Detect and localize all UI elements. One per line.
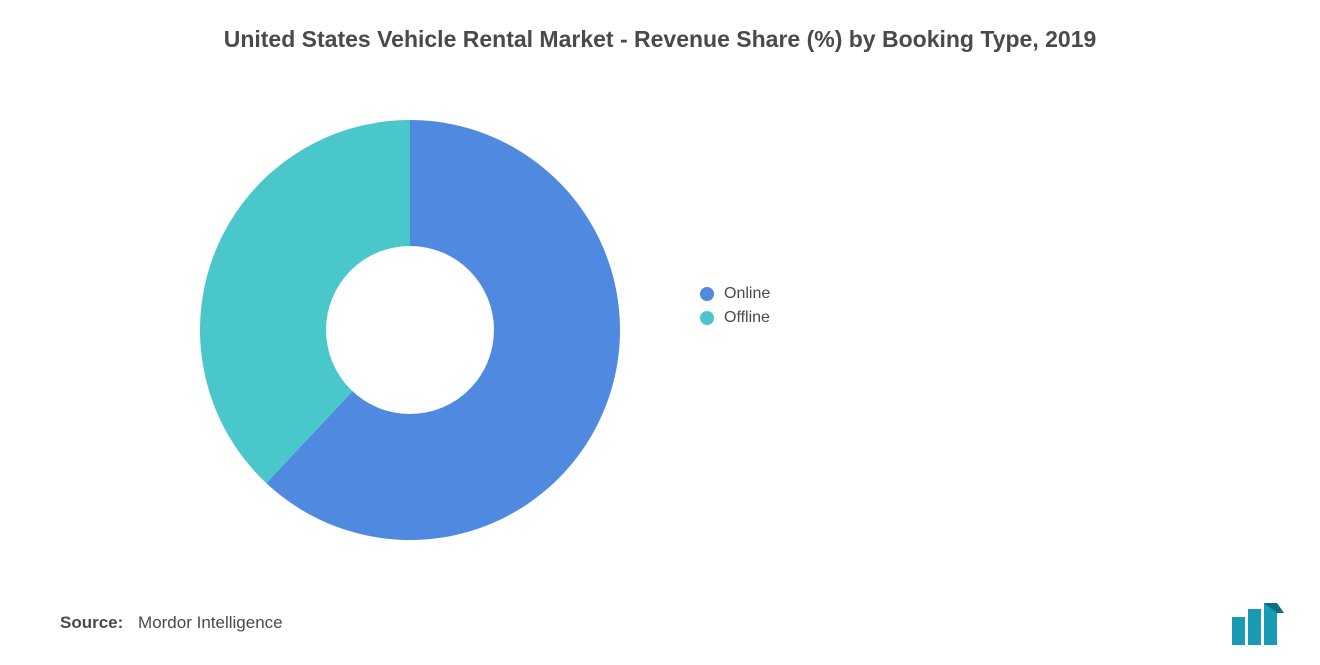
legend: Online Offline	[700, 285, 770, 333]
source-label: Source:	[60, 613, 123, 632]
source-value: Mordor Intelligence	[138, 613, 283, 632]
donut-svg	[200, 120, 620, 540]
legend-item-online: Online	[700, 285, 770, 303]
donut-hole	[326, 246, 494, 414]
chart-title: United States Vehicle Rental Market - Re…	[0, 0, 1320, 55]
legend-label-online: Online	[724, 285, 770, 303]
legend-dot-online	[700, 287, 714, 301]
legend-dot-offline	[700, 311, 714, 325]
legend-item-offline: Offline	[700, 309, 770, 327]
donut-chart	[200, 120, 620, 540]
mordor-logo	[1230, 603, 1290, 645]
source-citation: Source: Mordor Intelligence	[60, 613, 283, 633]
legend-label-offline: Offline	[724, 309, 770, 327]
chart-area: Online Offline	[0, 100, 1320, 560]
